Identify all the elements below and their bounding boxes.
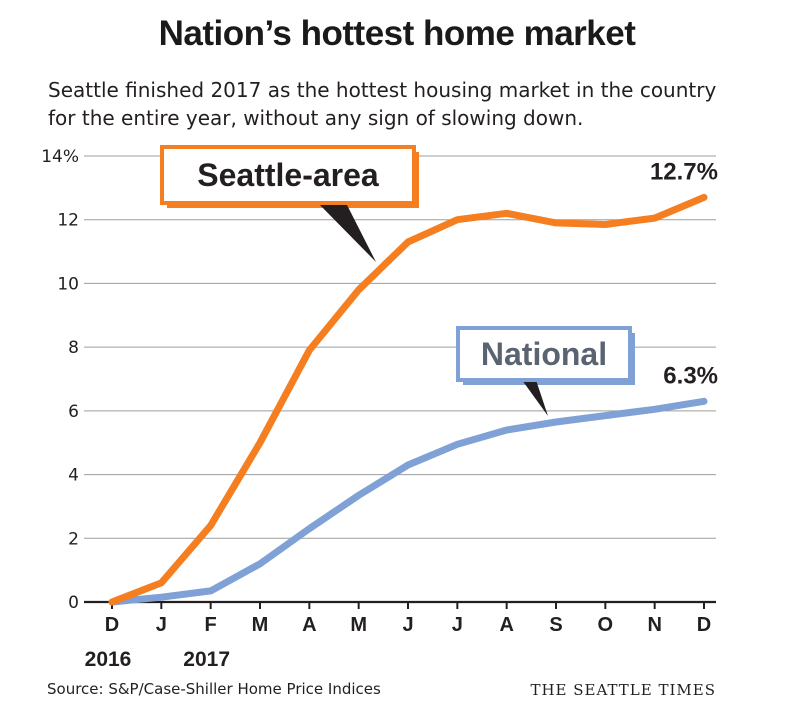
x-tick-label: J (452, 614, 463, 636)
y-tick-label: 14% (41, 147, 79, 167)
national-callout-box (456, 326, 632, 382)
national-callout-label: National (481, 336, 607, 372)
x-tick-label: D (697, 614, 711, 636)
y-tick-label: 4 (68, 466, 79, 486)
chart-title: Nation’s hottest home market (158, 14, 636, 53)
seattle-callout-box (160, 145, 416, 205)
seattle-end-label: 12.7% (650, 158, 718, 185)
chart-subtitle: Seattle finished 2017 as the hottest hou… (48, 78, 717, 130)
national-end-label: 6.3% (663, 362, 718, 389)
x-tick-label: D (105, 614, 119, 636)
x-tick-label: A (499, 614, 513, 636)
x-tick-label: A (302, 614, 316, 636)
seattle-line (108, 193, 708, 606)
source-note: Source: S&P/Case-Shiller Home Price Indi… (47, 680, 381, 698)
y-tick-label: 2 (68, 529, 79, 549)
national-line (108, 397, 708, 606)
publisher-logo: THE SEATTLE TIMES (530, 681, 716, 699)
seattle-callout-pointer (318, 203, 376, 262)
y-tick-label: 10 (57, 274, 79, 294)
series-callouts: 12.7% 6.3% Seattle-area National (160, 145, 718, 416)
national-callout-pointer (522, 380, 548, 416)
x-tick-label: M (350, 614, 367, 636)
year-label: 2016 (85, 648, 132, 671)
x-tick-label: J (402, 614, 413, 636)
year-label: 2017 (183, 648, 230, 671)
x-tick-label: N (647, 614, 661, 636)
x-tick-label: F (205, 614, 217, 636)
x-tick-label: J (156, 614, 167, 636)
x-axis: D J F M A M J J A S O N D 2016 2017 (84, 600, 716, 671)
x-tick-label: M (252, 614, 269, 636)
x-tick-label: S (549, 614, 562, 636)
y-axis-labels: 0 2 4 6 8 10 12 14% (41, 147, 79, 613)
y-tick-label: 8 (68, 338, 79, 358)
y-tick-label: 12 (57, 211, 79, 231)
seattle-callout-label: Seattle-area (197, 157, 379, 193)
x-tick-label: O (598, 614, 614, 636)
y-tick-label: 0 (68, 593, 79, 613)
y-tick-label: 6 (68, 402, 79, 422)
series-lines (108, 193, 708, 606)
